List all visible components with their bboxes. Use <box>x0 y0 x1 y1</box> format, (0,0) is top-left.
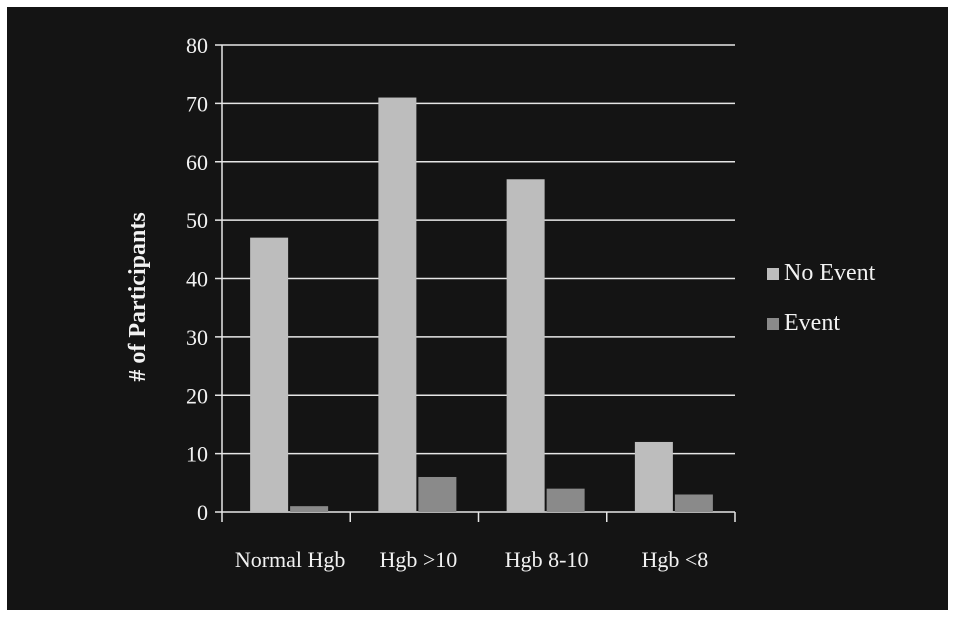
y-tick-label: 50 <box>186 208 208 233</box>
y-tick-label: 60 <box>186 150 208 175</box>
legend-swatch <box>767 268 779 280</box>
y-tick-label: 0 <box>197 500 208 525</box>
bar-no-event <box>250 237 289 512</box>
x-tick-labels: Normal Hgb Hgb >10 Hgb 8-10 Hgb <8 <box>235 547 708 572</box>
legend-swatch <box>767 318 779 330</box>
y-axis-label: # of Participants <box>125 212 151 381</box>
bar-event <box>674 494 713 512</box>
legend: No Event Event <box>767 260 876 336</box>
bar-chart: 0 10 20 30 40 50 60 70 80 Normal Hgb Hgb >10 Hgb 8… <box>125 33 876 572</box>
y-tick-label: 20 <box>186 383 208 408</box>
y-tick-label: 70 <box>186 91 208 116</box>
bar-no-event <box>378 97 417 512</box>
x-tick-label: Hgb >10 <box>379 547 457 572</box>
y-tick-label: 30 <box>186 325 208 350</box>
x-tick-label: Normal Hgb <box>235 547 346 572</box>
chart-panel: 0 10 20 30 40 50 60 70 80 Normal Hgb Hgb >10 Hgb 8… <box>7 7 948 610</box>
legend-label: Event <box>784 310 840 336</box>
gridlines <box>222 44 735 455</box>
bar-event <box>418 476 457 512</box>
y-tick-labels: 0 10 20 30 40 50 60 70 80 <box>186 33 208 525</box>
bar-event <box>290 506 329 512</box>
x-tick-label: Hgb 8-10 <box>505 547 589 572</box>
bar-no-event <box>506 179 545 512</box>
y-tick-label: 40 <box>186 267 208 292</box>
y-tick-label: 80 <box>186 33 208 58</box>
bar-event <box>546 488 585 512</box>
legend-label: No Event <box>784 260 876 286</box>
bars <box>250 97 713 512</box>
bar-no-event <box>634 441 673 512</box>
y-tick-label: 10 <box>186 442 208 467</box>
x-tick-label: Hgb <8 <box>641 547 708 572</box>
